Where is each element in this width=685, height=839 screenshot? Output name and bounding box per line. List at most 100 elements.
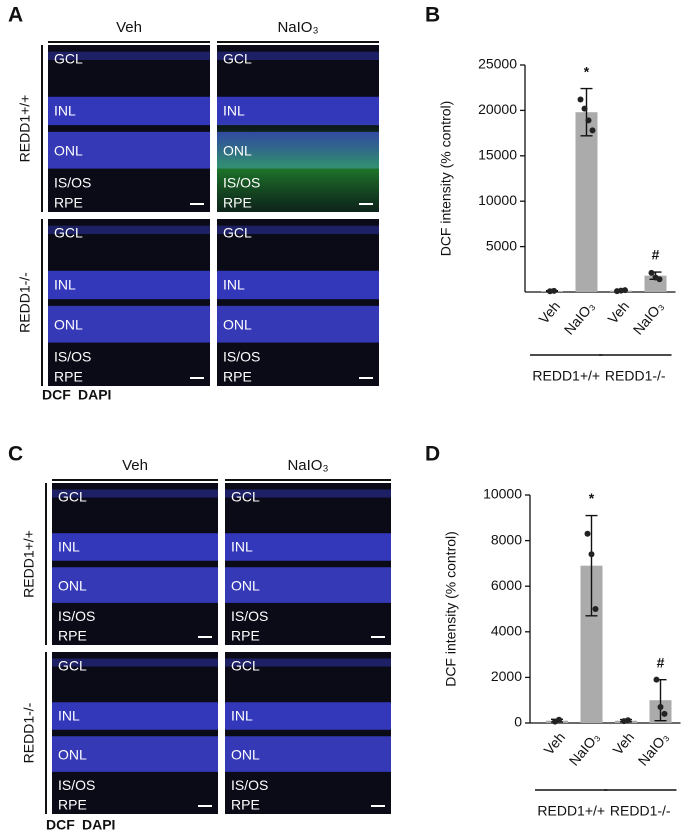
layer-label: ONL bbox=[223, 143, 252, 159]
data-point bbox=[657, 704, 664, 711]
layer-label: GCL bbox=[223, 51, 252, 67]
data-point bbox=[656, 276, 663, 283]
layer-label: IS/OS bbox=[54, 348, 91, 364]
layer-label: INL bbox=[58, 539, 80, 555]
inl-band bbox=[217, 270, 379, 300]
x-tick-label: NaIO₃ bbox=[566, 729, 603, 769]
gcl-band bbox=[225, 489, 391, 498]
significance: * bbox=[589, 490, 595, 506]
onl-band bbox=[48, 131, 210, 169]
stain-dapi: DAPI bbox=[82, 817, 115, 833]
y-axis-label: DCF intensity (% control) bbox=[438, 101, 454, 257]
micrograph bbox=[52, 483, 218, 645]
layer-label: ONL bbox=[58, 746, 87, 762]
group-label: REDD1+/+ bbox=[532, 368, 600, 384]
group-label: REDD1-/- bbox=[610, 803, 671, 819]
data-point bbox=[584, 530, 591, 537]
x-tick-label: Veh bbox=[540, 729, 568, 758]
onl-band bbox=[225, 567, 391, 603]
onl-band bbox=[48, 305, 210, 343]
micrograph bbox=[48, 45, 210, 212]
layer-label: RPE bbox=[54, 194, 83, 210]
y-tick-label: 8000 bbox=[491, 531, 522, 547]
layer-label: GCL bbox=[223, 225, 252, 241]
gcl-band bbox=[52, 658, 218, 667]
gcl-band bbox=[52, 489, 218, 498]
data-point bbox=[648, 269, 655, 276]
layer-label: IS/OS bbox=[231, 608, 268, 624]
row-label: REDD1-/- bbox=[21, 702, 37, 763]
onl-band bbox=[52, 567, 218, 603]
micrograph bbox=[48, 219, 210, 386]
y-tick-label: 2000 bbox=[491, 668, 522, 684]
micrograph bbox=[217, 219, 379, 386]
micrograph bbox=[225, 652, 391, 814]
dcf-signal bbox=[217, 120, 379, 212]
layer-label: ONL bbox=[231, 577, 260, 593]
data-point bbox=[556, 716, 562, 723]
data-point bbox=[585, 117, 592, 124]
x-tick-label: Veh bbox=[604, 298, 632, 327]
layer-label: GCL bbox=[54, 51, 83, 67]
onl-band bbox=[225, 736, 391, 772]
layer-label: RPE bbox=[231, 797, 260, 813]
y-tick-label: 6000 bbox=[491, 577, 522, 593]
error-bar bbox=[585, 514, 598, 617]
layer-label: INL bbox=[231, 539, 253, 555]
x-tick-label: NaIO₃ bbox=[630, 298, 667, 338]
panel-letter: D bbox=[425, 443, 440, 466]
panel-letter: B bbox=[425, 4, 440, 27]
significance: # bbox=[657, 654, 665, 670]
column-header: Veh bbox=[116, 19, 142, 36]
inl-band bbox=[48, 96, 210, 126]
gcl-band bbox=[48, 51, 210, 61]
bar bbox=[580, 565, 603, 723]
y-tick-label: 25000 bbox=[478, 56, 517, 72]
layer-label: INL bbox=[54, 277, 76, 293]
x-tick-label: Veh bbox=[535, 298, 563, 327]
layer-label: IS/OS bbox=[54, 174, 91, 190]
panel-letter: A bbox=[8, 4, 23, 27]
onl-band bbox=[217, 305, 379, 343]
layer-label: ONL bbox=[58, 577, 87, 593]
inl-band bbox=[52, 533, 218, 561]
layer-label: GCL bbox=[54, 225, 83, 241]
layer-label: GCL bbox=[58, 657, 87, 673]
panel-letter: C bbox=[8, 443, 23, 466]
row-label: REDD1-/- bbox=[17, 272, 33, 333]
layer-label: INL bbox=[223, 277, 245, 293]
y-tick-label: 10000 bbox=[483, 486, 522, 502]
gcl-band bbox=[217, 225, 379, 235]
data-point bbox=[581, 105, 588, 112]
data-point bbox=[625, 717, 631, 724]
data-point bbox=[592, 606, 599, 612]
gcl-band bbox=[225, 658, 391, 667]
x-tick-label: NaIO₃ bbox=[635, 729, 672, 769]
data-point bbox=[622, 287, 628, 294]
layer-label: RPE bbox=[223, 194, 252, 210]
group-label: REDD1+/+ bbox=[537, 803, 605, 819]
gcl-band bbox=[217, 51, 379, 61]
layer-label: INL bbox=[231, 708, 253, 724]
column-header: NaIO₃ bbox=[277, 19, 318, 36]
layer-label: ONL bbox=[231, 746, 260, 762]
layer-label: IS/OS bbox=[223, 174, 260, 190]
row-label: REDD1+/+ bbox=[17, 95, 33, 163]
column-header: Veh bbox=[122, 457, 148, 474]
x-tick-label: Veh bbox=[609, 729, 637, 758]
inl-band bbox=[52, 702, 218, 730]
x-tick-label: NaIO₃ bbox=[561, 298, 598, 338]
layer-label: ONL bbox=[54, 317, 83, 333]
layer-label: RPE bbox=[58, 797, 87, 813]
y-axis-label: DCF intensity (% control) bbox=[443, 531, 459, 687]
layer-label: ONL bbox=[223, 317, 252, 333]
inl-band bbox=[225, 702, 391, 730]
data-point bbox=[589, 127, 596, 134]
error-bar bbox=[580, 87, 593, 137]
layer-label: IS/OS bbox=[58, 777, 95, 793]
bar bbox=[575, 112, 598, 292]
stain-dcf: DCF bbox=[46, 817, 75, 833]
layer-label: RPE bbox=[54, 368, 83, 384]
layer-label: RPE bbox=[223, 368, 252, 384]
